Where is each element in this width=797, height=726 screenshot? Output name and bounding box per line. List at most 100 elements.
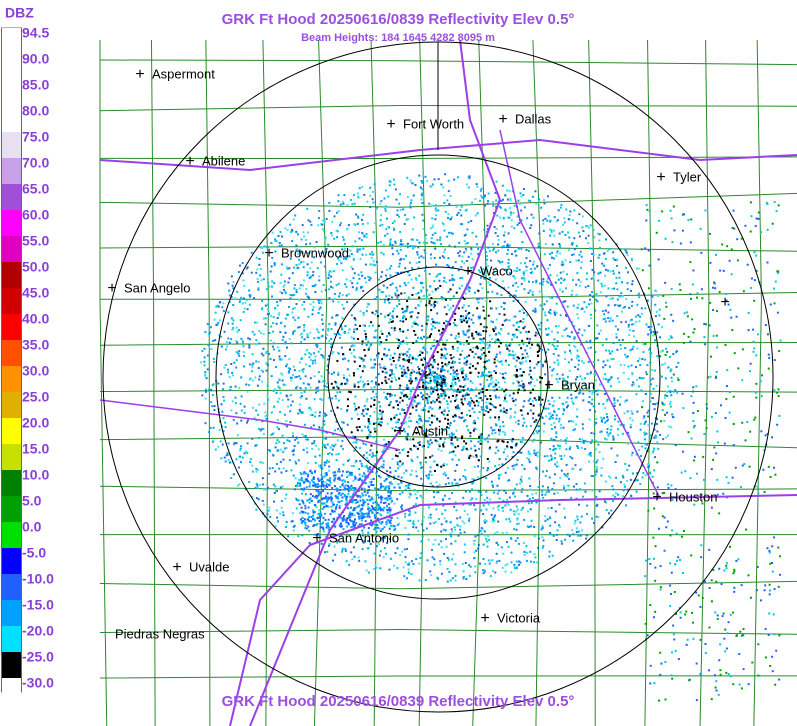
echo [454,414,457,417]
echo [426,435,429,438]
echo [487,534,490,537]
echo [589,224,592,227]
echo [338,292,341,295]
echo [248,346,251,349]
echo [333,270,336,273]
echo [570,384,573,387]
echo [608,349,611,352]
echo [431,366,434,369]
echo [494,383,497,386]
echo [434,232,437,235]
echo [592,475,595,477]
echo [440,348,443,351]
echo [435,491,438,494]
echo [391,371,393,374]
echo [333,371,336,374]
echo [314,411,317,414]
echo [451,360,454,363]
echo [577,359,580,362]
county-line [99,485,797,492]
echo [331,448,334,451]
echo [427,315,430,318]
echo [271,345,274,348]
echo [219,301,222,304]
echo [334,380,337,383]
echo [434,439,437,442]
echo [552,438,555,441]
echo [441,367,444,370]
echo [456,517,459,520]
echo [489,408,492,411]
echo [568,361,570,364]
echo [509,508,512,511]
echo [288,459,291,462]
echo [409,510,412,513]
echo [396,567,399,570]
echo [295,485,298,488]
echo [383,347,386,350]
echo [232,281,235,284]
echo [553,448,556,451]
echo [309,242,312,245]
echo [477,401,480,404]
echo [357,215,359,218]
echo [451,530,454,533]
echo [207,344,210,347]
echo [447,558,450,561]
echo [378,341,381,344]
echo [551,243,554,246]
echo [375,310,378,312]
echo [489,394,492,397]
echo [346,423,349,426]
echo [426,559,429,562]
echo [357,494,360,497]
echo [495,228,498,230]
echo [306,334,309,337]
echo [431,318,434,321]
echo [530,376,532,379]
echo [529,403,532,406]
echo [538,396,541,399]
echo [336,230,339,233]
echo [331,397,334,400]
echo [274,446,277,449]
echo [382,449,385,452]
echo [367,503,370,506]
echo [666,395,669,397]
echo [417,312,420,315]
echo [357,381,360,384]
echo [471,407,474,410]
echo [550,456,553,459]
echo [315,391,317,394]
echo [538,345,541,348]
echo [531,400,534,402]
echo [339,336,341,339]
echo [416,447,419,450]
echo [397,467,400,470]
echo [581,360,583,363]
echo [353,555,356,558]
echo [480,408,483,411]
echo [526,494,529,497]
echo [370,509,373,512]
echo [422,345,425,348]
echo [402,320,405,323]
echo [502,510,505,512]
echo [452,450,455,453]
echo [448,409,450,412]
echo [479,397,482,399]
echo [410,315,413,318]
echo [426,374,429,377]
echo [619,364,622,366]
echo [272,316,275,319]
echo [292,218,295,221]
echo [201,350,204,352]
echo [526,314,528,317]
echo [610,385,612,388]
echo [504,194,507,197]
echo [452,372,455,375]
echo [513,269,516,272]
echo [499,342,502,345]
echo [381,416,383,419]
echo [381,382,384,385]
